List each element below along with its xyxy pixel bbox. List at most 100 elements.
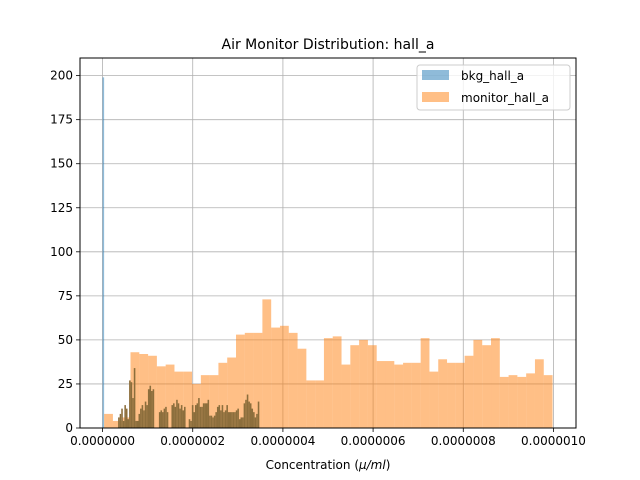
histogram-bar [139,354,149,428]
chart-title: Air Monitor Distribution: hall_a [222,37,435,53]
histogram-bar [238,419,241,428]
histogram-bar [171,405,174,428]
histogram-bar [223,412,225,428]
plot-frame [79,57,577,429]
x-axis-ticks: 0.0000000 0.0000002 0.0000004 0.0000006 0.00… [70,428,586,448]
y-tick-label: 200 [50,69,73,83]
histogram-bar [341,364,351,428]
x-axis-label-unit: μ/ml [358,458,386,472]
y-tick-label: 175 [50,113,73,127]
histogram-bar [244,332,254,428]
histogram-bar [464,355,474,428]
histogram-bar [359,339,368,428]
histogram-bar [163,408,166,428]
histogram-bar [499,376,509,428]
histogram-bar [508,375,518,428]
histogram-bar [138,413,141,428]
histogram-bar [455,362,465,428]
histogram-bar [376,361,386,428]
histogram-bar [323,338,333,428]
histogram-bar [306,380,316,428]
series-bkg_hall_a [102,77,105,428]
histogram-bar [220,410,222,428]
x-tick-label: 0.0000010 [521,434,586,448]
histogram-bar [253,412,255,428]
histogram-bar [104,413,113,428]
histogram-bar [242,417,244,428]
histogram-bar [229,412,232,428]
histogram-bar [124,405,126,428]
histogram-bar [224,410,227,428]
histogram-bar [125,408,128,428]
histogram-bar [151,391,153,428]
histogram-bar [204,403,206,428]
histogram-bar [173,403,175,428]
histogram-bar [166,412,169,428]
histogram-bar [403,362,412,428]
histogram-bar [209,415,211,428]
histogram-bar [207,399,210,428]
histogram-bar [102,77,105,428]
histogram-bar [232,412,235,428]
y-axis-ticks: 0 25 50 75 100 125 150 175 200 [50,69,80,435]
histogram-bar [199,406,202,428]
histogram-bar [517,376,527,428]
histogram-bar [190,420,192,428]
histogram-bar [133,368,136,428]
histogram-bar [149,385,152,428]
x-tick-label: 0.0000000 [70,434,135,448]
histogram-bar [236,334,245,428]
histogram-bar [119,413,122,428]
y-tick-label: 0 [65,421,73,435]
histogram-bar [251,408,254,428]
histogram-bar [174,371,184,428]
histogram-bar [183,371,193,428]
histogram-bar [231,412,233,428]
histogram-bar [297,348,307,428]
histogram-bar [237,408,239,428]
histogram-bar [227,412,230,428]
histogram-bar [198,398,200,428]
histogram-bar [212,417,214,428]
histogram-bar [202,403,205,428]
histogram-bar [129,380,131,428]
histogram-bar [132,398,134,428]
histogram-bar [191,405,194,428]
histogram-bar [176,399,178,428]
legend-swatch-monitor [422,92,449,102]
histogram-bar [209,375,219,428]
histogram-bar [143,410,145,428]
histogram-bar [184,406,186,428]
histogram-bar [253,332,263,428]
histogram-bar [165,406,167,428]
histogram-bar [447,362,456,428]
legend-box [416,64,571,111]
histogram-bar [240,417,243,428]
histogram-bar [136,420,139,428]
histogram-bar [165,364,175,428]
histogram-bar [227,357,237,428]
histogram-bar [196,403,199,428]
histogram-bar [146,405,148,428]
y-tick-label: 150 [50,157,73,171]
x-axis-label-text: Concentration ( [266,458,359,472]
histogram-bar [257,401,260,428]
y-tick-label: 75 [58,289,73,303]
histogram-bar [118,417,120,428]
histogram-bar [213,415,216,428]
histogram-bar [411,362,421,428]
histogram-bar [256,413,258,428]
histogram-bar [262,299,272,428]
histogram-bar [394,364,404,428]
histogram-bar [135,420,137,428]
histogram-bar [201,406,203,428]
histogram-bar [156,366,166,428]
legend: bkg_hall_a monitor_hall_a [416,64,571,111]
histogram-bar [332,336,342,428]
histogram-bar [271,327,280,428]
series-overlap [118,368,260,428]
histogram-bar [174,406,177,428]
histogram-bar [218,362,228,428]
histogram-bar [122,420,125,428]
